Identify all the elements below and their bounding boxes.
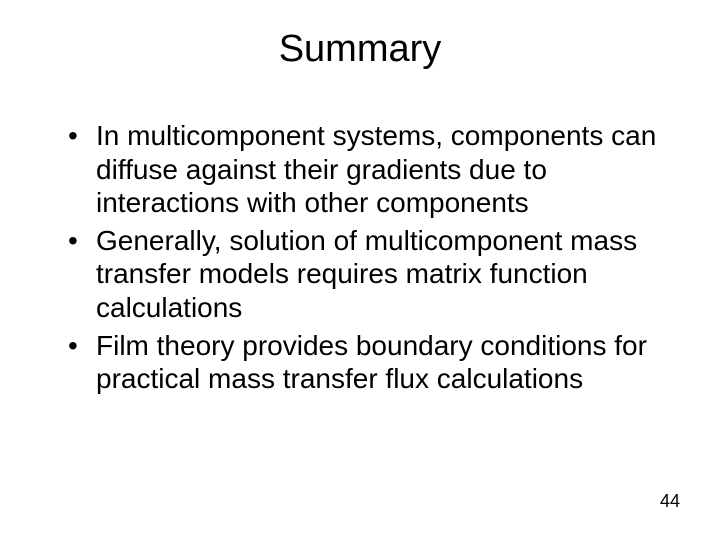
bullet-item: Generally, solution of multicomponent ma… [68, 224, 680, 325]
bullet-item: Film theory provides boundary conditions… [68, 329, 680, 396]
slide-container: Summary In multicomponent systems, compo… [0, 0, 720, 540]
bullet-item: In multicomponent systems, components ca… [68, 119, 680, 220]
slide-title: Summary [40, 28, 680, 71]
bullet-list: In multicomponent systems, components ca… [40, 119, 680, 396]
page-number: 44 [660, 491, 680, 512]
